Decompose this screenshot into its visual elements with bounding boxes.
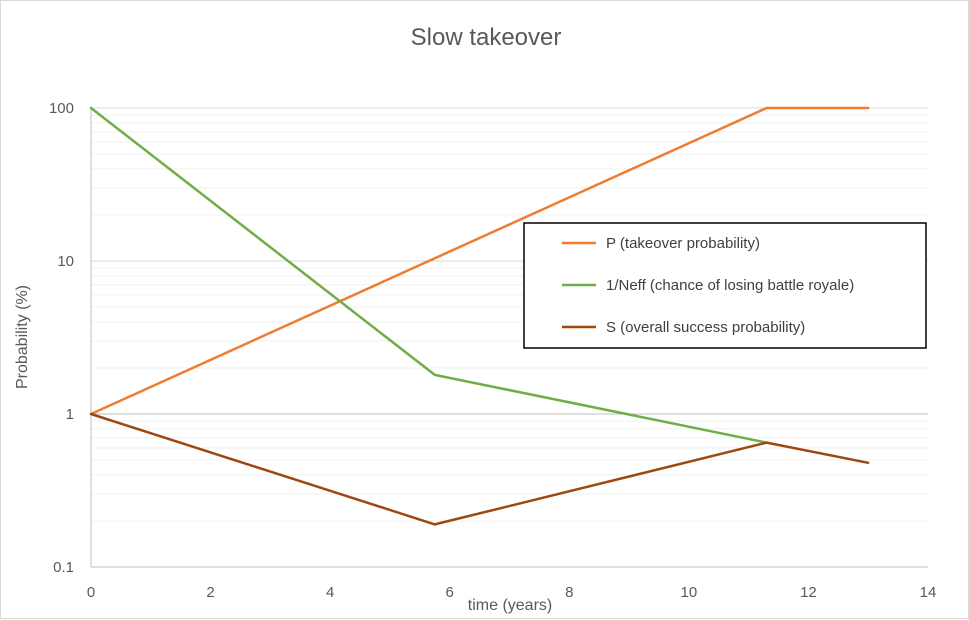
x-tick-label: 8 [565,584,573,601]
legend-label: P (takeover probability) [606,235,760,252]
x-tick-label: 6 [446,584,454,601]
series-line [89,412,870,526]
y-tick-label: 10 [57,253,74,270]
legend: P (takeover probability) 1/Neff (chance o… [523,222,927,349]
x-tick-label: 2 [206,584,214,601]
x-tick-label: 4 [326,584,334,601]
y-tick-label: 100 [49,100,74,117]
x-tick-label: 0 [87,584,95,601]
x-tick-label: 10 [681,584,698,601]
tick-labels: 0 2 4 6 8 10 12 14 0.1 1 10 100 [49,100,936,601]
series-line [89,106,870,416]
chart-title: Slow takeover [411,24,562,51]
x-tick-label: 12 [800,584,817,601]
axes [90,108,928,568]
series-lines [89,106,870,526]
x-axis-title: time (years) [468,597,552,614]
x-tick-label: 14 [920,584,937,601]
y-axis-title: Probability (%) [14,285,31,389]
legend-label: S (overall success probability) [606,319,805,336]
legend-label: 1/Neff (chance of losing battle royale) [606,277,854,294]
series-line [89,106,768,444]
y-tick-label: 0.1 [53,559,74,576]
y-tick-label: 1 [66,406,74,423]
